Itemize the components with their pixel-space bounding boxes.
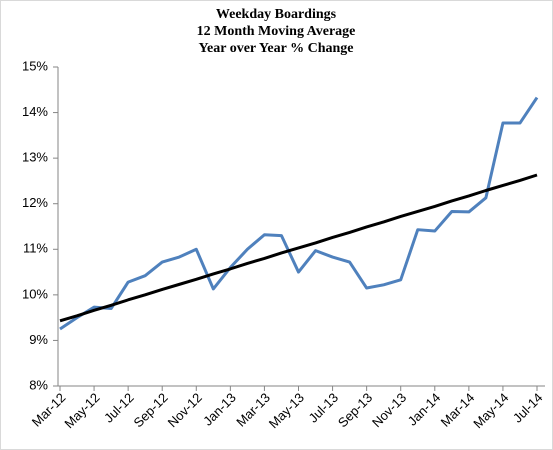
chart-title: Weekday Boardings: [216, 7, 337, 22]
chart-title: 12 Month Moving Average: [197, 24, 356, 39]
y-tick-label: 8%: [29, 377, 48, 392]
series-line: [59, 173, 538, 323]
series-line: [59, 96, 539, 331]
y-tick-label: 9%: [29, 332, 48, 347]
chart-title: Year over Year % Change: [198, 41, 353, 56]
y-tick-label: 15%: [22, 58, 48, 73]
y-tick-label: 10%: [22, 286, 48, 301]
y-tick-label: 12%: [22, 195, 48, 210]
y-tick-label: 13%: [22, 150, 48, 165]
y-tick-label: 11%: [23, 241, 48, 256]
y-tick-label: 14%: [22, 104, 48, 119]
